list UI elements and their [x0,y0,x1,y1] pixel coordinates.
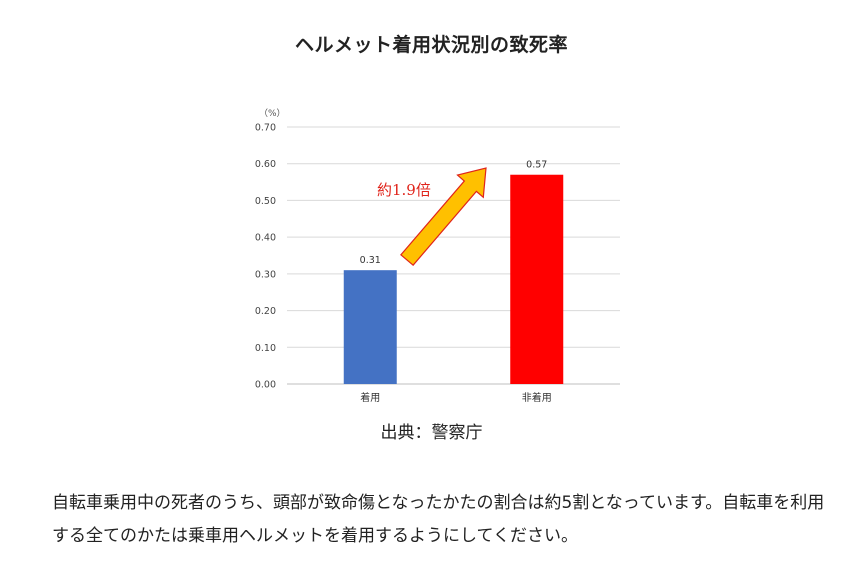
y-tick-label: 0.00 [255,380,276,391]
y-tick-label: 0.40 [255,233,276,244]
bar-wearing [343,270,397,384]
chart-title: ヘルメット着用状況別の致死率 [294,34,568,56]
bar-not-wearing [510,174,564,384]
y-tick-label: 0.10 [255,343,276,354]
annotation-arrow [400,167,487,267]
bars [343,174,564,384]
description-text: 自転車乗用中の死者のうち、頭部が致命傷となったかたの割合は約5割となっています。… [52,493,825,546]
y-tick-label: 0.70 [255,123,276,134]
y-tick-label: 0.60 [255,159,276,170]
arrow-shape [400,167,487,267]
x-category-label: 非着用 [522,391,552,404]
ratio-annotation: 約1.9倍 [377,181,431,199]
y-axis-ticks: 0.00 0.10 0.20 0.30 0.40 0.50 0.60 0.70 [255,123,276,391]
bar-chart: 0.000.100.200.300.400.500.600.70 0.31着用0… [255,108,620,404]
y-tick-label: 0.30 [255,269,276,280]
labels: 0.31 着用 0.57 非着用 [360,160,552,404]
y-axis-unit: （%） [259,108,286,119]
source-caption: 出典：警察庁 [380,423,483,443]
x-category-label: 着用 [360,391,380,404]
y-tick-label: 0.20 [255,306,276,317]
y-tick-label: 0.50 [255,196,276,207]
bar-value-label: 0.57 [526,160,547,171]
gridlines [287,126,620,385]
bar-value-label: 0.31 [360,255,381,266]
